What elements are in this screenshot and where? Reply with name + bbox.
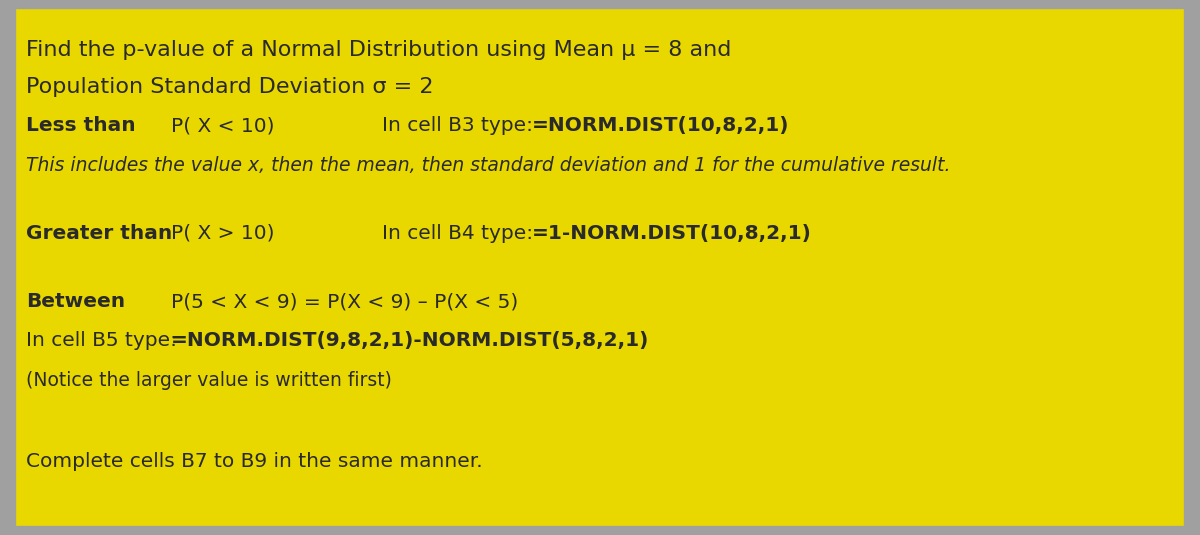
Text: Less than: Less than xyxy=(26,117,136,135)
Text: Find the p-value of a Normal Distribution using Mean μ = 8 and: Find the p-value of a Normal Distributio… xyxy=(26,40,732,60)
Text: Greater than: Greater than xyxy=(26,224,173,243)
Text: Complete cells B7 to B9 in the same manner.: Complete cells B7 to B9 in the same mann… xyxy=(26,452,482,471)
Text: =NORM.DIST(10,8,2,1): =NORM.DIST(10,8,2,1) xyxy=(532,117,790,135)
Text: In cell B4 type:: In cell B4 type: xyxy=(383,224,546,243)
Text: =1-NORM.DIST(10,8,2,1): =1-NORM.DIST(10,8,2,1) xyxy=(532,224,811,243)
Text: Between: Between xyxy=(26,292,125,311)
Text: =NORM.DIST(9,8,2,1)-NORM.DIST(5,8,2,1): =NORM.DIST(9,8,2,1)-NORM.DIST(5,8,2,1) xyxy=(170,331,649,350)
Text: P(5 < X < 9) = P(X < 9) – P(X < 5): P(5 < X < 9) = P(X < 9) – P(X < 5) xyxy=(170,292,518,311)
Text: (Notice the larger value is written first): (Notice the larger value is written firs… xyxy=(26,371,392,389)
Text: P( X < 10): P( X < 10) xyxy=(170,117,275,135)
Text: P( X > 10): P( X > 10) xyxy=(170,224,275,243)
Text: Population Standard Deviation σ = 2: Population Standard Deviation σ = 2 xyxy=(26,77,433,97)
Text: This includes the value x, then the mean, then standard deviation and 1 for the : This includes the value x, then the mean… xyxy=(26,156,950,175)
Text: In cell B3 type:: In cell B3 type: xyxy=(383,117,546,135)
Text: In cell B5 type:: In cell B5 type: xyxy=(26,331,190,350)
